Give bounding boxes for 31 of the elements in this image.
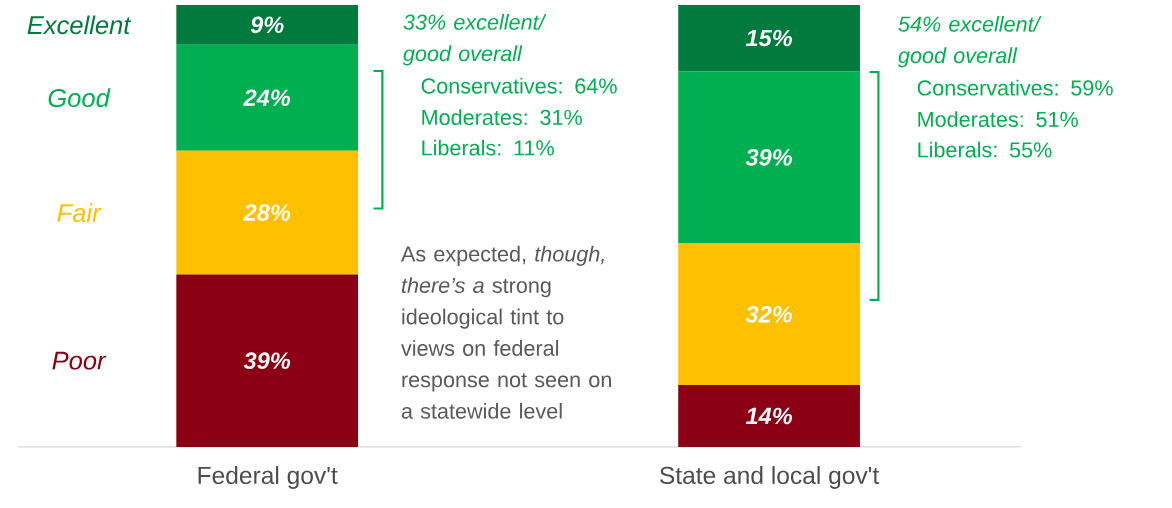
bar <box>678 385 860 447</box>
text: Poor <box>52 351 107 370</box>
data-label: 24% <box>243 89 291 107</box>
data-label: 28% <box>243 204 291 222</box>
annotation: 54% excellent/ good overall <box>898 16 1042 68</box>
data-label: 9% <box>250 16 284 34</box>
data-label: 32% <box>745 306 793 323</box>
bar <box>678 4 860 72</box>
x-tick-label: Federal gov't <box>198 466 338 490</box>
annotation: Conservatives: 59% <box>917 79 1113 96</box>
data-label: 15% <box>745 29 793 47</box>
bar <box>678 243 860 386</box>
annotation: 33% excellent/ good overall <box>402 14 547 66</box>
bar <box>176 150 359 275</box>
annotation: Moderates: 51% <box>918 111 1078 128</box>
text: Good <box>48 88 111 108</box>
series-label: Excellent <box>27 15 132 35</box>
annotation: Liberals: 11% <box>422 139 554 156</box>
data-label: 39% <box>243 352 291 370</box>
bar <box>176 4 359 45</box>
bar <box>176 274 359 447</box>
annotation: Moderates: 31% <box>422 109 582 126</box>
bar <box>176 44 359 151</box>
data-label: 39% <box>745 149 793 166</box>
annotation: Liberals: 55% <box>918 141 1052 158</box>
text: As expected, though, there’s a strong ideological tint to views on federal response not seen on a statewide level <box>401 245 611 419</box>
x-tick-label: State and local gov't <box>660 466 880 490</box>
annotation: Conservatives: 64% <box>421 77 617 94</box>
data-label: 14% <box>745 407 793 425</box>
text: Fair <box>57 203 102 223</box>
bar <box>678 71 860 244</box>
